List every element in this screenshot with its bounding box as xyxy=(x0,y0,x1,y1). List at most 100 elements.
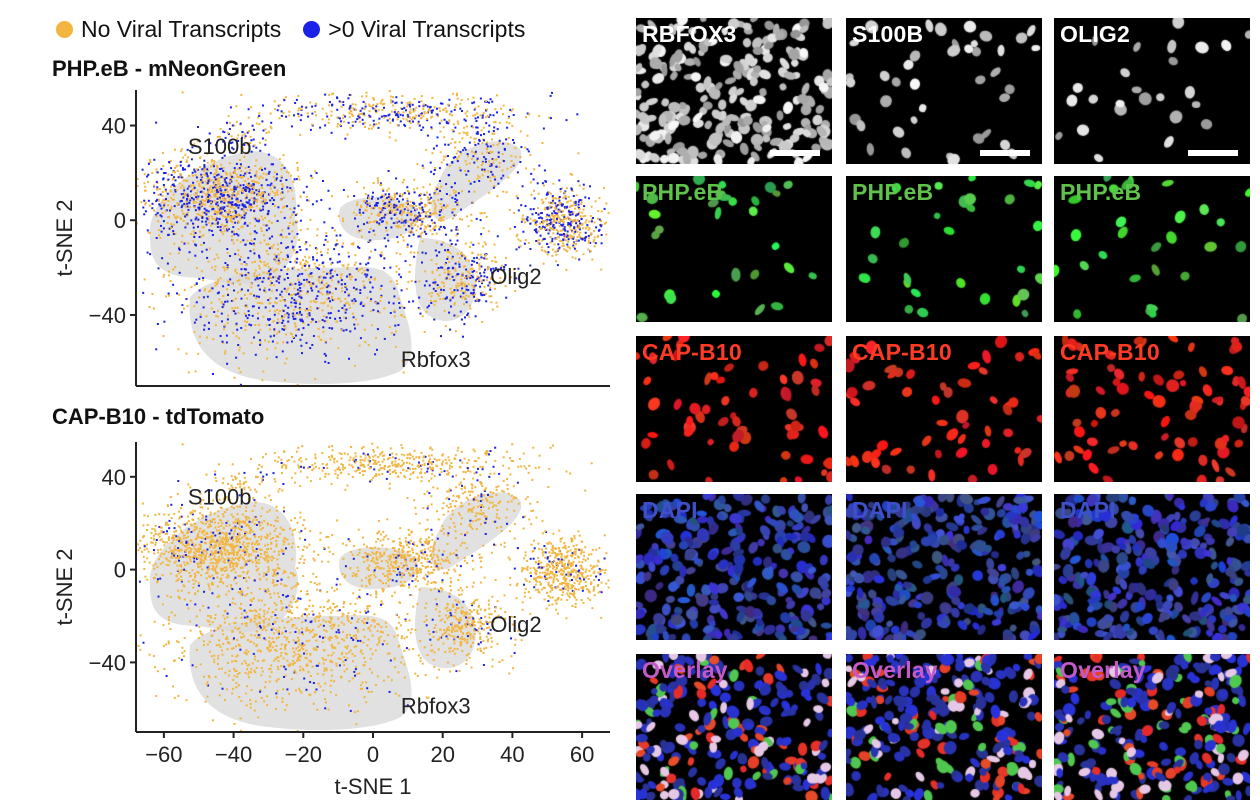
point-viral xyxy=(298,284,301,286)
point-viral xyxy=(430,109,433,112)
point-viral xyxy=(493,126,496,129)
point-no-viral xyxy=(277,331,280,333)
point-no-viral xyxy=(442,241,445,244)
point-viral xyxy=(581,238,584,241)
point-no-viral xyxy=(434,167,437,169)
point-no-viral xyxy=(352,243,355,246)
point-no-viral xyxy=(273,253,276,256)
point-no-viral xyxy=(412,116,414,119)
point-no-viral xyxy=(241,513,244,516)
point-no-viral xyxy=(299,457,302,459)
point-no-viral xyxy=(210,160,213,163)
point-no-viral xyxy=(205,532,208,535)
point-viral xyxy=(422,126,425,129)
point-viral xyxy=(221,306,224,309)
point-no-viral xyxy=(137,549,140,552)
point-viral xyxy=(246,186,249,189)
point-no-viral xyxy=(214,201,217,204)
point-no-viral xyxy=(303,262,306,265)
point-no-viral xyxy=(217,208,220,211)
point-viral xyxy=(550,201,553,204)
point-viral xyxy=(424,215,427,218)
point-viral xyxy=(324,360,327,363)
point-no-viral xyxy=(143,514,146,517)
point-no-viral xyxy=(409,122,412,125)
point-no-viral xyxy=(473,151,476,154)
point-viral xyxy=(565,119,568,122)
point-viral xyxy=(472,288,475,291)
point-no-viral xyxy=(202,234,205,237)
point-viral xyxy=(430,302,433,304)
point-no-viral xyxy=(226,540,229,543)
point-viral xyxy=(384,193,387,196)
point-viral xyxy=(226,300,229,303)
point-no-viral xyxy=(260,230,263,232)
point-no-viral xyxy=(454,190,457,193)
point-no-viral xyxy=(173,547,176,550)
point-no-viral xyxy=(153,184,156,187)
point-no-viral xyxy=(184,179,187,182)
point-no-viral xyxy=(214,543,217,546)
point-viral xyxy=(248,323,251,326)
point-viral xyxy=(391,119,394,122)
point-viral xyxy=(547,251,550,254)
point-viral xyxy=(533,229,536,232)
point-viral xyxy=(315,320,318,323)
point-no-viral xyxy=(258,267,261,270)
point-no-viral xyxy=(260,194,263,197)
point-no-viral xyxy=(311,123,314,126)
point-viral xyxy=(546,218,549,221)
point-no-viral xyxy=(355,213,358,216)
point-viral xyxy=(354,278,357,281)
point-no-viral xyxy=(318,264,321,267)
point-viral xyxy=(255,231,258,234)
point-no-viral xyxy=(283,540,286,543)
point-viral xyxy=(273,313,276,316)
point-no-viral xyxy=(406,102,409,105)
point-no-viral xyxy=(187,555,190,558)
point-no-viral xyxy=(196,212,199,215)
point-viral xyxy=(192,226,195,229)
point-viral xyxy=(446,163,449,166)
point-viral xyxy=(194,254,197,257)
point-no-viral xyxy=(457,285,460,287)
point-viral xyxy=(287,320,290,323)
point-no-viral xyxy=(260,535,263,538)
point-no-viral xyxy=(594,200,597,203)
point-no-viral xyxy=(590,205,593,208)
point-no-viral xyxy=(454,269,457,272)
point-viral xyxy=(552,225,554,228)
point-viral xyxy=(223,209,226,212)
point-no-viral xyxy=(479,114,482,117)
point-no-viral xyxy=(420,95,423,98)
point-no-viral xyxy=(291,558,294,561)
point-no-viral xyxy=(499,280,502,283)
point-viral xyxy=(408,192,411,195)
point-no-viral xyxy=(172,170,175,173)
point-viral xyxy=(577,200,580,203)
point-no-viral xyxy=(302,264,305,267)
point-viral xyxy=(354,120,357,123)
point-no-viral xyxy=(225,531,228,534)
point-no-viral xyxy=(393,309,396,312)
point-no-viral xyxy=(393,315,396,318)
point-no-viral xyxy=(485,147,488,150)
point-no-viral xyxy=(465,294,468,297)
point-viral xyxy=(566,243,569,246)
point-viral xyxy=(566,234,569,237)
point-no-viral xyxy=(158,532,161,535)
point-no-viral xyxy=(550,206,553,209)
point-no-viral xyxy=(408,231,411,234)
point-viral xyxy=(198,206,201,209)
cluster-label: Olig2 xyxy=(490,264,541,289)
point-no-viral xyxy=(453,267,456,270)
point-viral xyxy=(345,328,348,331)
point-viral xyxy=(479,97,482,100)
point-viral xyxy=(287,277,289,279)
point-no-viral xyxy=(271,555,274,558)
point-no-viral xyxy=(507,137,510,140)
point-no-viral xyxy=(304,309,307,312)
point-no-viral xyxy=(406,105,409,108)
point-no-viral xyxy=(237,540,240,543)
point-viral xyxy=(291,267,294,270)
